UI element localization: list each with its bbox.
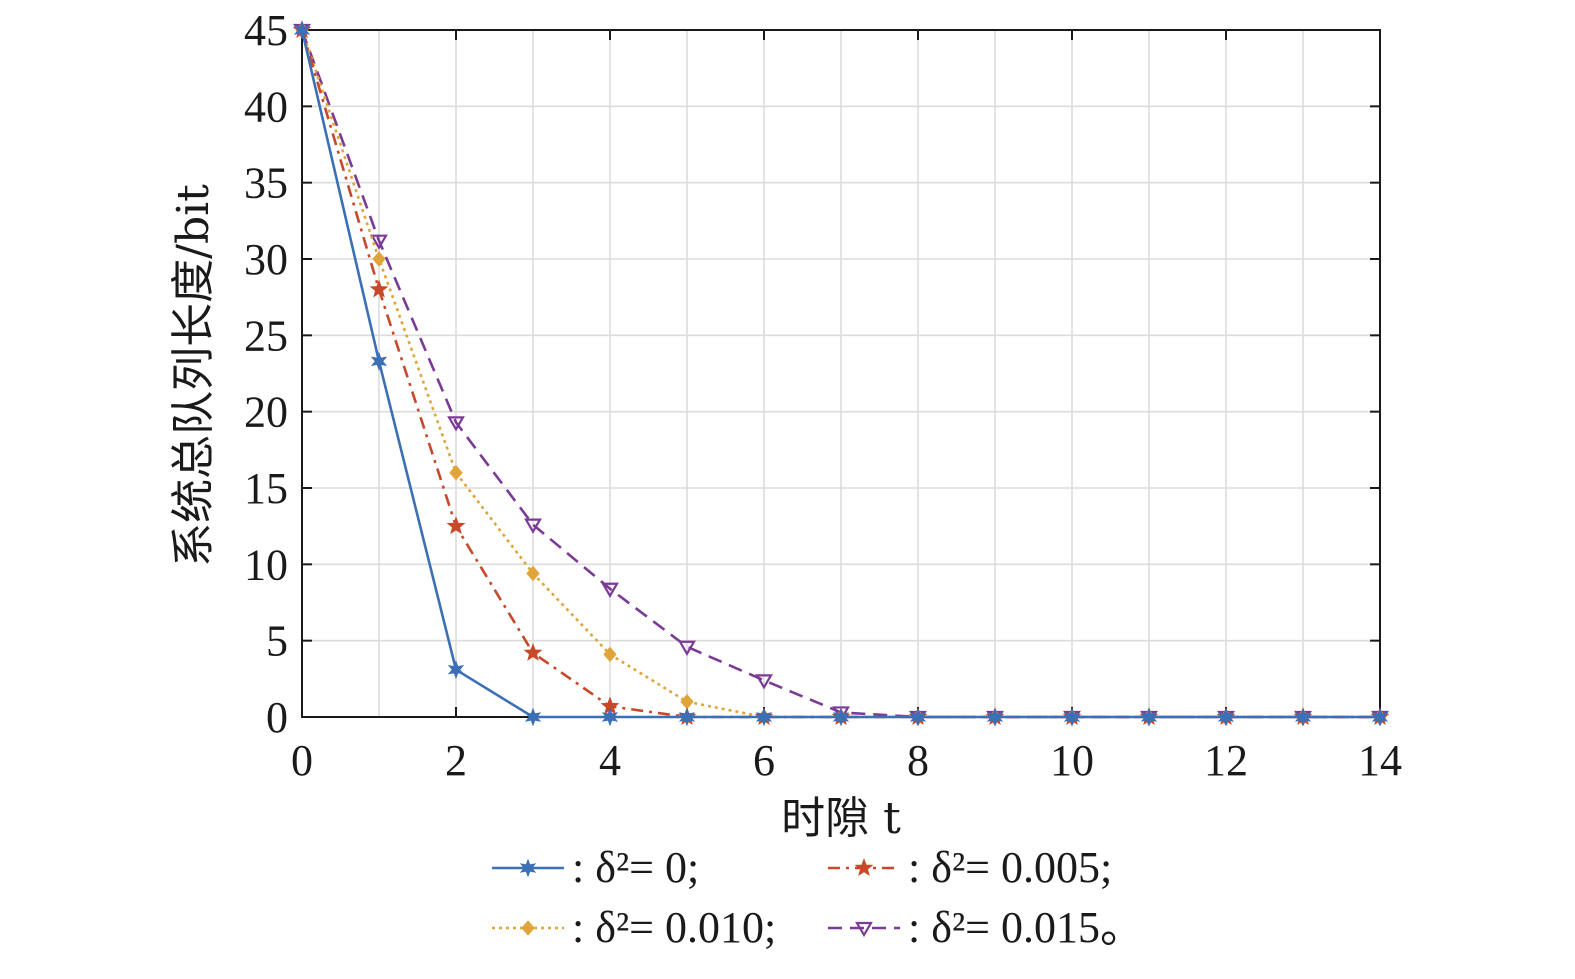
x-tick-label: 4	[599, 736, 621, 785]
data-point	[524, 518, 542, 534]
data-point	[370, 351, 388, 371]
data-point	[909, 707, 927, 727]
data-point	[755, 674, 773, 690]
y-tick-label: 20	[244, 388, 288, 437]
tick-labels: 0 2 4 6 8 10 12 14 0 5 10 15 20 25 30 35 40 45	[244, 6, 1402, 785]
data-point	[523, 642, 543, 661]
data-point	[832, 707, 850, 727]
data-point	[1371, 707, 1389, 727]
x-axis-title: 时隙 t	[781, 793, 901, 844]
data-point	[601, 582, 619, 598]
x-tick-label: 12	[1204, 736, 1248, 785]
y-axis-title: 系统总队列长度/bit	[168, 184, 219, 567]
data-point	[293, 20, 311, 40]
data-point	[446, 516, 466, 535]
legend-label: : δ²= 0.010;	[572, 903, 776, 952]
x-tick-label: 10	[1050, 736, 1094, 785]
grid	[302, 30, 1380, 717]
data-point	[526, 565, 540, 582]
x-tick-label: 0	[291, 736, 313, 785]
series-1	[293, 20, 1389, 727]
y-tick-label: 45	[244, 6, 288, 55]
x-tick-label: 6	[753, 736, 775, 785]
data-point	[519, 858, 537, 878]
y-tick-label: 40	[244, 82, 288, 131]
data-point	[521, 920, 535, 936]
data-point	[855, 921, 873, 938]
y-tick-label: 25	[244, 311, 288, 360]
y-tick-label: 30	[244, 235, 288, 284]
legend-label: : δ²= 0.005;	[908, 843, 1112, 892]
data-point	[369, 279, 389, 298]
legend-item-1: : δ²= 0;	[492, 843, 699, 892]
plot-series	[292, 20, 1390, 727]
data-point	[680, 693, 694, 710]
data-point	[601, 707, 619, 727]
data-point	[1294, 707, 1312, 727]
x-tick-label: 2	[445, 736, 467, 785]
legend: : δ²= 0; : δ²= 0.005; : δ²= 0.010; : δ²= 0.…	[492, 843, 1144, 952]
data-point	[1140, 707, 1158, 727]
data-point	[755, 707, 773, 727]
data-point	[986, 707, 1004, 727]
data-point	[1217, 707, 1235, 727]
legend-label: : δ²= 0.015。	[908, 903, 1144, 952]
data-point	[370, 234, 388, 250]
y-tick-label: 15	[244, 464, 288, 513]
data-point	[372, 251, 386, 267]
x-tick-label: 8	[907, 736, 929, 785]
data-point	[449, 464, 463, 481]
data-point	[603, 646, 617, 663]
legend-item-4: : δ²= 0.015。	[828, 903, 1144, 952]
data-point	[447, 416, 465, 432]
legend-item-3: : δ²= 0.010;	[492, 903, 776, 952]
y-tick-label: 5	[266, 617, 288, 666]
data-point	[678, 640, 696, 656]
data-point	[678, 707, 696, 727]
data-point	[447, 660, 465, 680]
data-point	[1063, 707, 1081, 727]
y-tick-label: 35	[244, 159, 288, 208]
x-tick-label: 14	[1358, 736, 1402, 785]
data-point	[524, 707, 542, 727]
y-tick-label: 10	[244, 540, 288, 589]
data-point	[854, 858, 874, 877]
legend-label: : δ²= 0;	[572, 843, 699, 892]
legend-item-2: : δ²= 0.005;	[828, 843, 1112, 892]
y-tick-label: 0	[266, 693, 288, 742]
